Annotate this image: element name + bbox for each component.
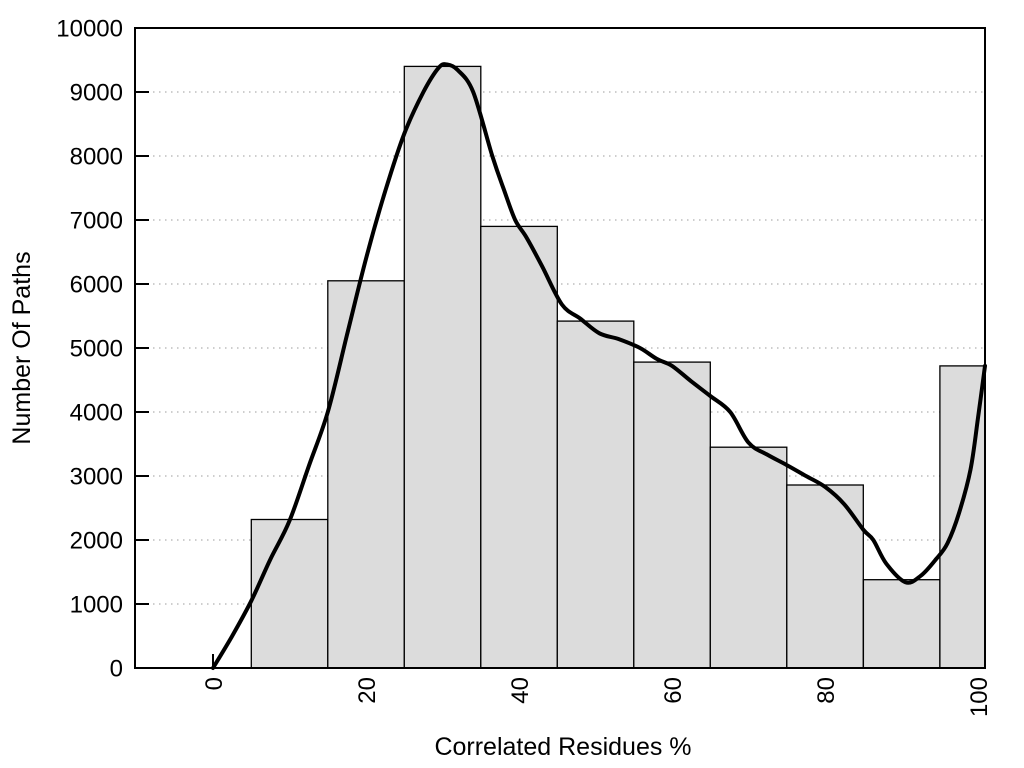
histogram-bar <box>709 446 788 669</box>
y-tick-label: 9000 <box>70 80 123 107</box>
histogram-bar <box>556 320 635 669</box>
y-tick-label: 10000 <box>56 16 123 43</box>
smoothed-fit-curve <box>211 62 987 670</box>
histogram-bars-layer <box>250 65 986 669</box>
y-axis-title: Number Of Paths <box>8 251 36 444</box>
histogram-bar <box>403 65 482 669</box>
histogram-bar <box>327 280 405 669</box>
x-tick-label: 100 <box>966 677 993 717</box>
y-tick-label: 1000 <box>70 592 123 619</box>
histogram-bar <box>862 579 941 669</box>
plot-frame <box>134 27 986 669</box>
x-tick-label: 40 <box>507 677 534 704</box>
y-tick-label: 3000 <box>70 464 123 491</box>
y-tick-label: 6000 <box>70 272 123 299</box>
x-tick-label: 80 <box>813 677 840 704</box>
histogram-bar <box>786 484 864 669</box>
y-tick-label: 0 <box>110 656 123 683</box>
histogram-bar <box>250 518 329 669</box>
histogram-bar <box>480 225 558 669</box>
y-tick-label: 5000 <box>70 336 123 363</box>
smoothed-curve-layer <box>211 62 987 670</box>
y-tick-label: 2000 <box>70 528 123 555</box>
y-tick-label: 4000 <box>70 400 123 427</box>
histogram-bar <box>633 361 711 669</box>
y-tick-label: 7000 <box>70 208 123 235</box>
x-axis-title: Correlated Residues % <box>434 733 691 761</box>
y-tick-label: 8000 <box>70 144 123 171</box>
x-tick-label: 20 <box>354 677 381 704</box>
x-tick-label: 60 <box>660 677 687 704</box>
x-tick-label: 0 <box>201 677 228 690</box>
plot-frame-layer <box>134 27 986 669</box>
tick-labels-layer: 0100020003000400050006000700080009000100… <box>56 16 993 718</box>
